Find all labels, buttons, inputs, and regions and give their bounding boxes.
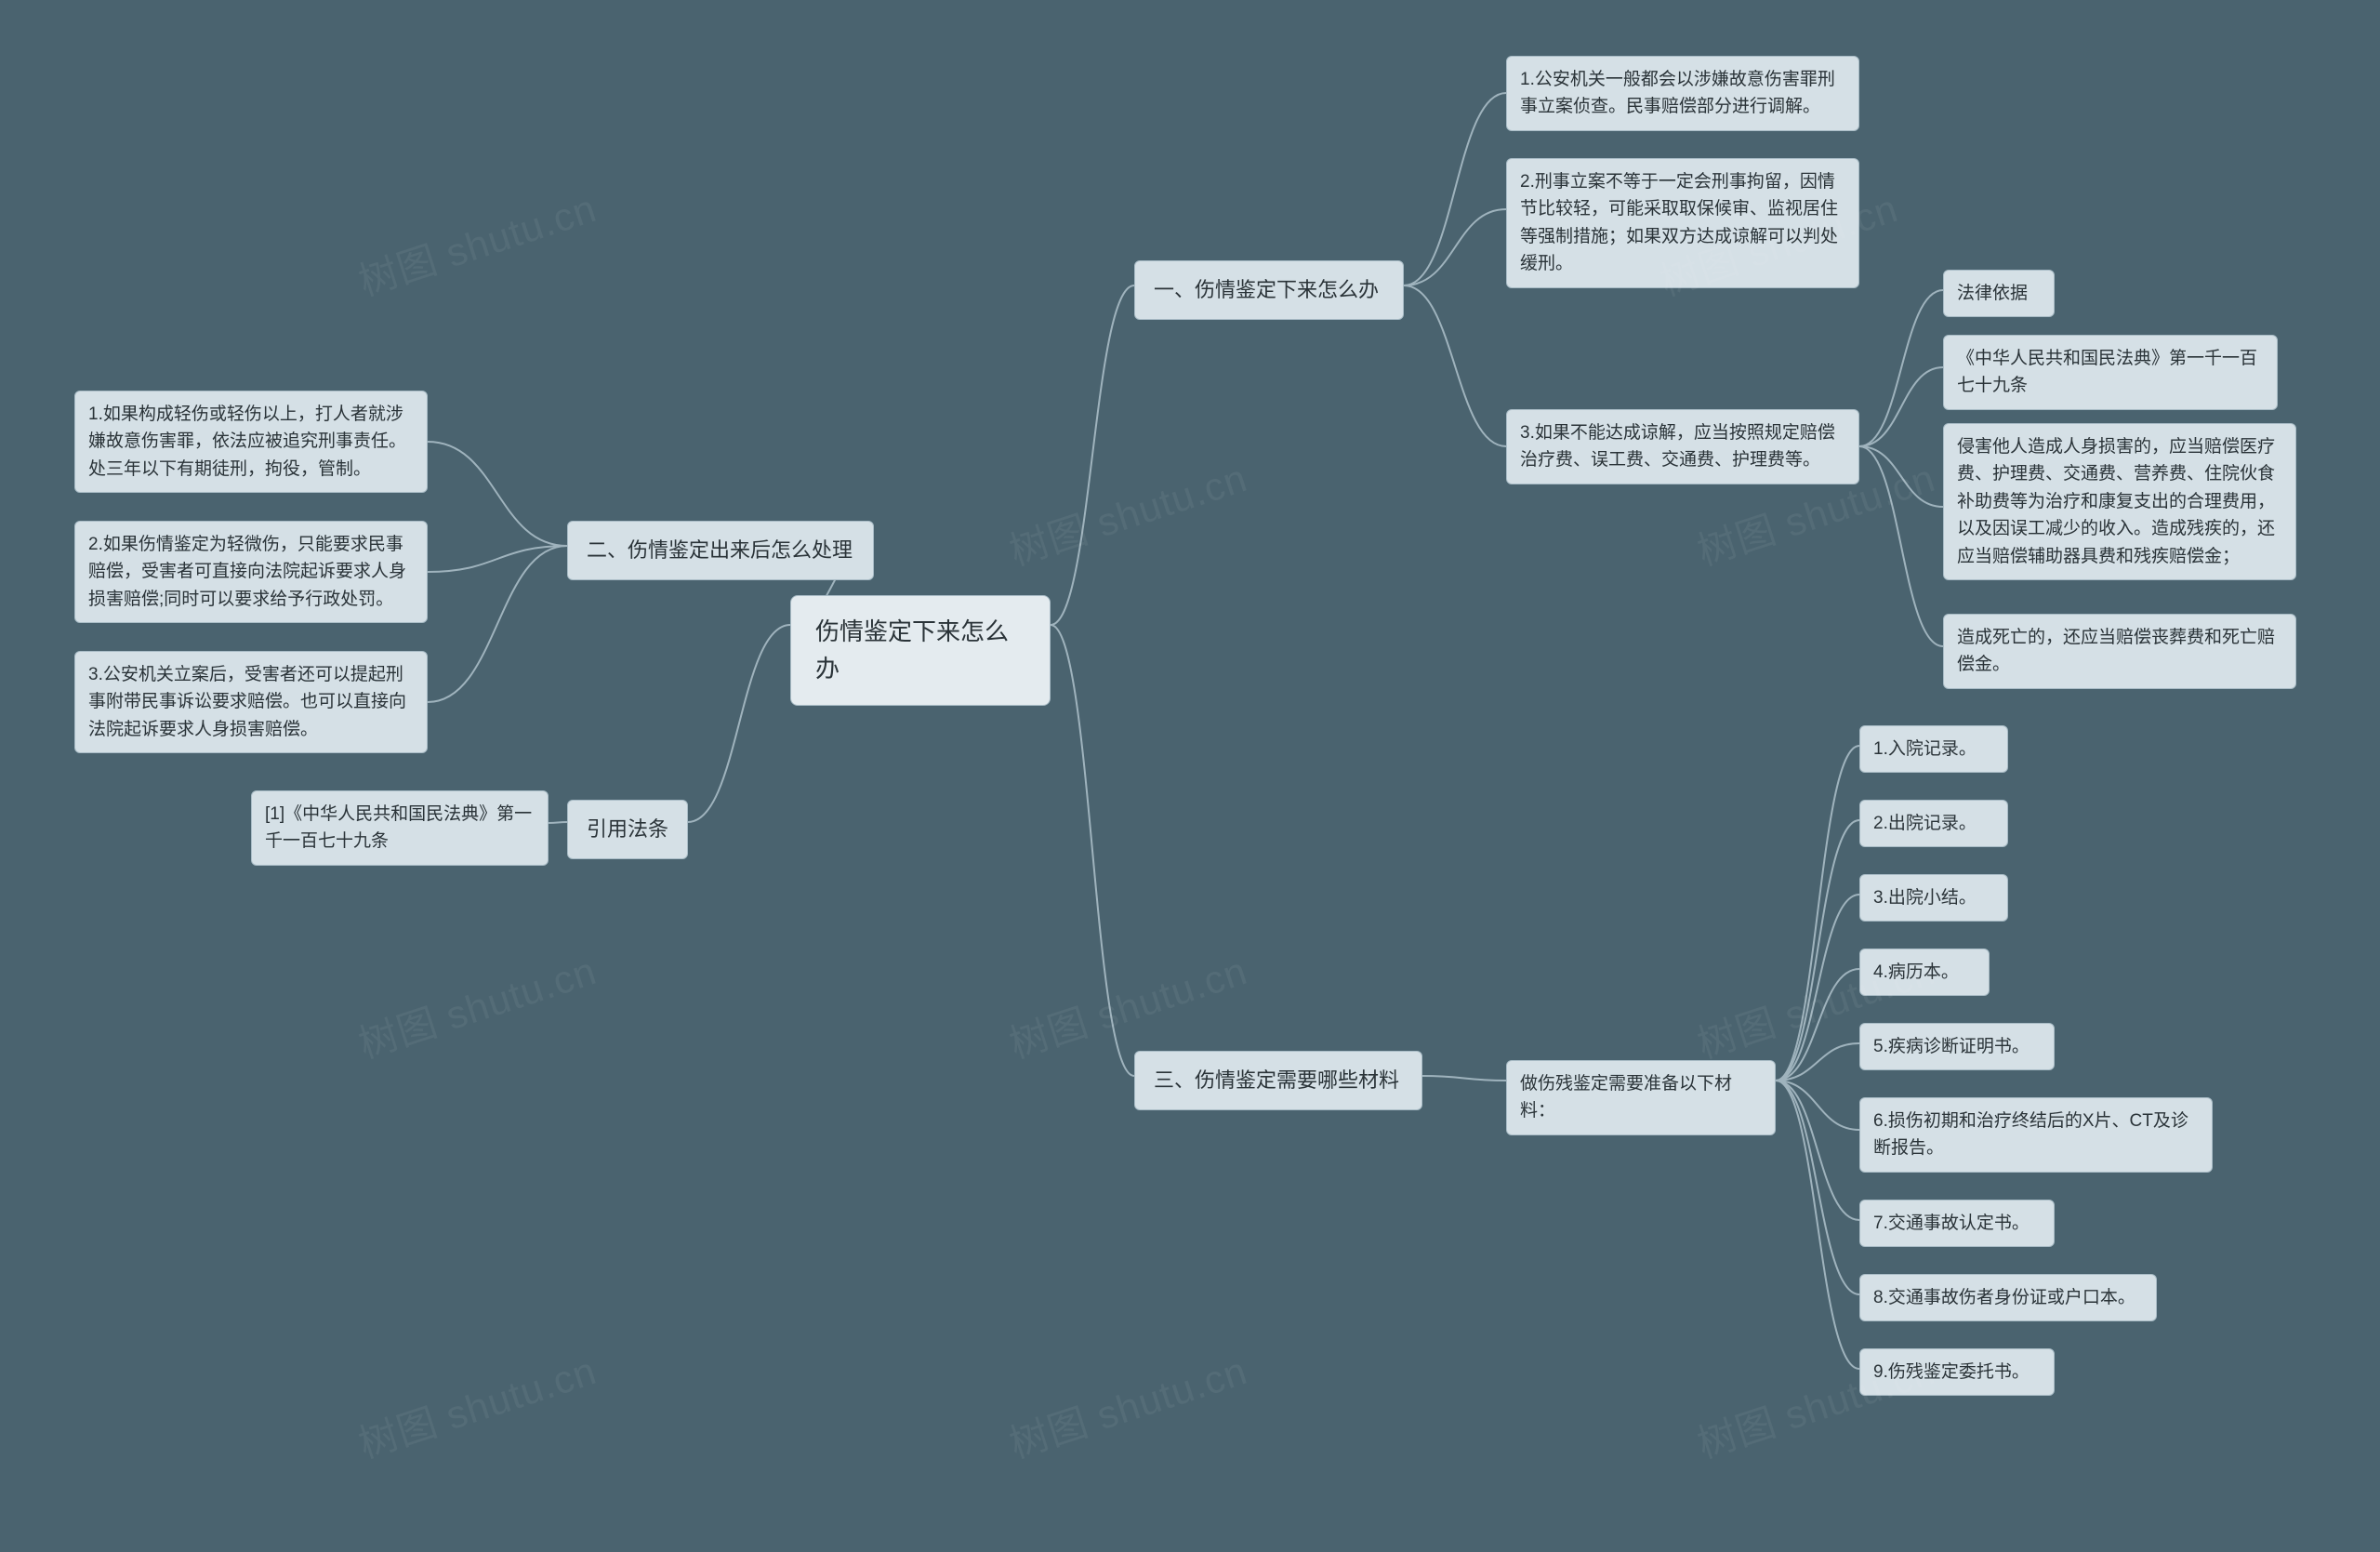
connector bbox=[1776, 969, 1859, 1081]
connector bbox=[1051, 285, 1134, 625]
mindmap-node: 4.病历本。 bbox=[1859, 948, 1990, 996]
mindmap-node: 7.交通事故认定书。 bbox=[1859, 1200, 2055, 1247]
mindmap-node: 3.出院小结。 bbox=[1859, 874, 2008, 922]
mindmap-node: 3.如果不能达成谅解，应当按照规定赔偿治疗费、误工费、交通费、护理费等。 bbox=[1506, 409, 1859, 484]
connector bbox=[1404, 93, 1506, 285]
mindmap-node: 8.交通事故伤者身份证或户口本。 bbox=[1859, 1274, 2157, 1321]
connector bbox=[1404, 285, 1506, 446]
connector bbox=[1859, 290, 1943, 446]
connector bbox=[1776, 820, 1859, 1081]
connector bbox=[1776, 1081, 1859, 1369]
mindmap-node: 1.公安机关一般都会以涉嫌故意伤害罪刑事立案侦查。民事赔偿部分进行调解。 bbox=[1506, 56, 1859, 131]
connector bbox=[688, 625, 790, 822]
connector bbox=[428, 442, 567, 546]
connector bbox=[1859, 446, 1943, 507]
mindmap-node: [1]《中华人民共和国民法典》第一千一百七十九条 bbox=[251, 790, 549, 866]
mindmap-node: 造成死亡的，还应当赔偿丧葬费和死亡赔偿金。 bbox=[1943, 614, 2296, 689]
mindmap-node: 三、伤情鉴定需要哪些材料 bbox=[1134, 1051, 1422, 1110]
connector bbox=[1776, 1043, 1859, 1081]
connector bbox=[1776, 1081, 1859, 1294]
root-node: 伤情鉴定下来怎么办 bbox=[790, 595, 1051, 706]
watermark: 树图 shutu.cn bbox=[350, 1339, 602, 1469]
mindmap-node: 1.入院记录。 bbox=[1859, 725, 2008, 773]
watermark: 树图 shutu.cn bbox=[350, 939, 602, 1069]
watermark: 树图 shutu.cn bbox=[1001, 446, 1253, 577]
mindmap-node: 6.损伤初期和治疗终结后的X片、CT及诊断报告。 bbox=[1859, 1097, 2213, 1173]
connector bbox=[1776, 1081, 1859, 1220]
mindmap-node: 2.刑事立案不等于一定会刑事拘留，因情节比较轻，可能采取取保候审、监视居住等强制… bbox=[1506, 158, 1859, 288]
mindmap-node: 一、伤情鉴定下来怎么办 bbox=[1134, 260, 1404, 320]
mindmap-node: 法律依据 bbox=[1943, 270, 2055, 317]
connector bbox=[1776, 895, 1859, 1081]
connector bbox=[549, 822, 567, 823]
mindmap-node: 5.疾病诊断证明书。 bbox=[1859, 1023, 2055, 1070]
mindmap-node: 《中华人民共和国民法典》第一千一百七十九条 bbox=[1943, 335, 2278, 410]
connector bbox=[428, 546, 567, 702]
mindmap-node: 2.出院记录。 bbox=[1859, 800, 2008, 847]
mindmap-node: 3.公安机关立案后，受害者还可以提起刑事附带民事诉讼要求赔偿。也可以直接向法院起… bbox=[74, 651, 428, 753]
mindmap-node: 二、伤情鉴定出来后怎么处理 bbox=[567, 521, 874, 580]
connector bbox=[1859, 367, 1943, 446]
connector bbox=[1776, 1081, 1859, 1130]
connector bbox=[1422, 1076, 1506, 1081]
watermark: 树图 shutu.cn bbox=[350, 177, 602, 307]
mindmap-node: 1.如果构成轻伤或轻伤以上，打人者就涉嫌故意伤害罪，依法应被追究刑事责任。处三年… bbox=[74, 391, 428, 493]
connector bbox=[428, 546, 567, 572]
mindmap-node: 侵害他人造成人身损害的，应当赔偿医疗费、护理费、交通费、营养费、住院伙食补助费等… bbox=[1943, 423, 2296, 580]
connector bbox=[1051, 625, 1134, 1076]
mindmap-node: 引用法条 bbox=[567, 800, 688, 859]
connector bbox=[1404, 209, 1506, 285]
connector bbox=[1776, 746, 1859, 1081]
mindmap-node: 9.伤残鉴定委托书。 bbox=[1859, 1348, 2055, 1396]
watermark: 树图 shutu.cn bbox=[1001, 1339, 1253, 1469]
mindmap-node: 2.如果伤情鉴定为轻微伤，只能要求民事赔偿，受害者可直接向法院起诉要求人身损害赔… bbox=[74, 521, 428, 623]
mindmap-node: 做伤残鉴定需要准备以下材料： bbox=[1506, 1060, 1776, 1135]
connector bbox=[1859, 446, 1943, 646]
